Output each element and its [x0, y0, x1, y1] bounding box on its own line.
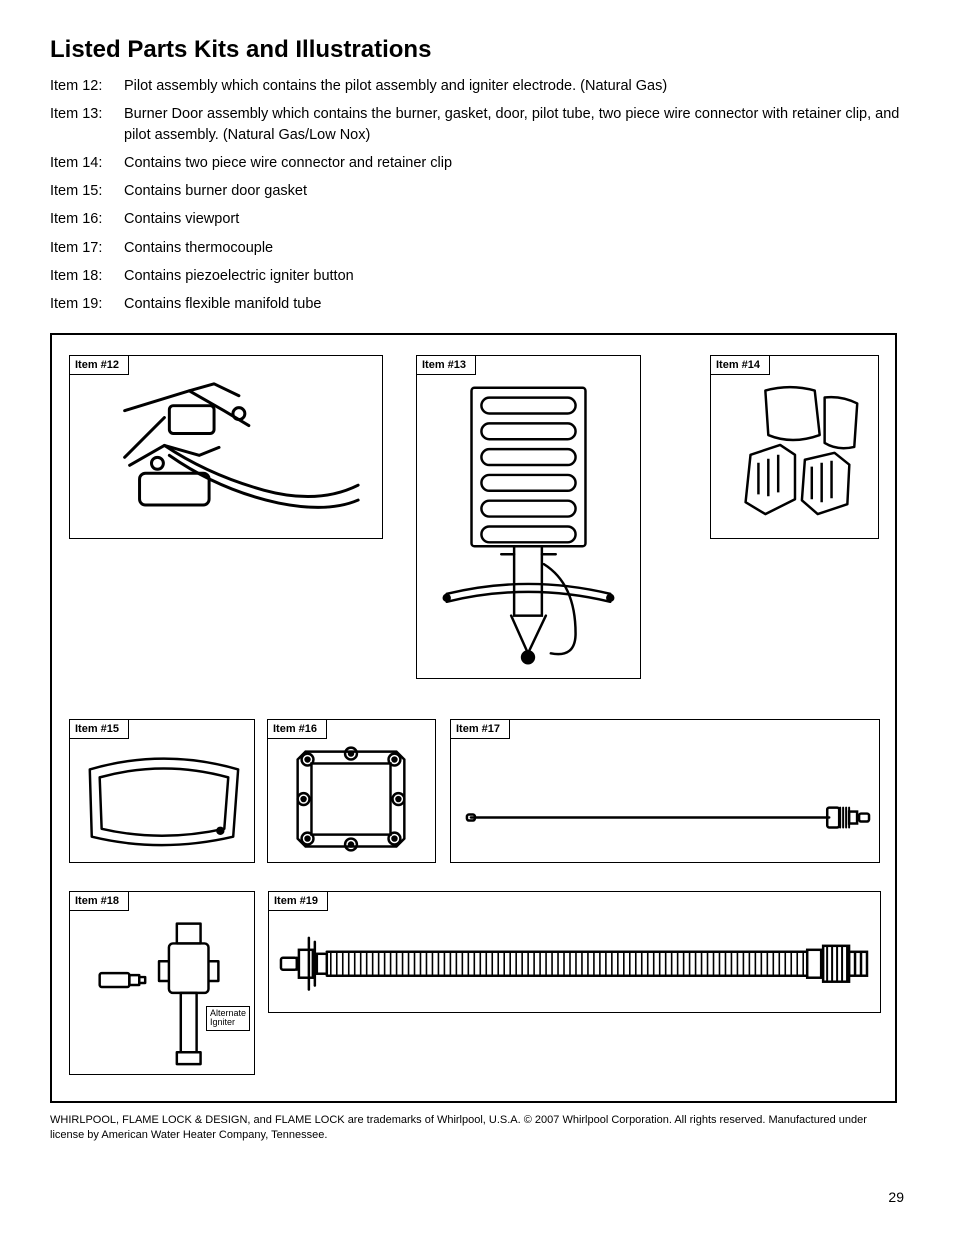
parts-item: Item 19: Contains flexible manifold tube — [50, 294, 904, 314]
parts-item: Item 18: Contains piezoelectric igniter … — [50, 266, 904, 286]
burner-door-gasket-icon — [70, 720, 254, 862]
page-number: 29 — [888, 1189, 904, 1205]
pilot-assembly-icon — [70, 356, 382, 539]
wire-connector-icon — [711, 356, 878, 538]
illustration-cell-14: Item #14 — [710, 355, 879, 539]
thermocouple-icon — [451, 720, 879, 863]
item-label: Item 14: — [50, 153, 124, 173]
page-title: Listed Parts Kits and Illustrations — [50, 36, 904, 64]
item-desc: Contains piezoelectric igniter button — [124, 266, 904, 286]
illustration-cell-15: Item #15 — [69, 719, 255, 863]
parts-item: Item 16: Contains viewport — [50, 209, 904, 229]
item-desc: Contains viewport — [124, 209, 904, 229]
illustration-cell-18: Item #18 AlternateIgniter — [69, 891, 255, 1075]
illustration-cell-12: Item #12 — [69, 355, 383, 539]
illustration-cell-13: Item #13 — [416, 355, 641, 679]
parts-item: Item 14: Contains two piece wire connect… — [50, 153, 904, 173]
trademark-footer: WHIRLPOOL, FLAME LOCK & DESIGN, and FLAM… — [50, 1113, 904, 1144]
item-label: Item 18: — [50, 266, 124, 286]
item-desc: Contains thermocouple — [124, 238, 904, 258]
parts-item: Item 15: Contains burner door gasket — [50, 181, 904, 201]
piezo-igniter-icon — [70, 892, 254, 1074]
item-label: Item 12: — [50, 76, 124, 96]
illustration-cell-17: Item #17 — [450, 719, 880, 863]
item-desc: Contains two piece wire connector and re… — [124, 153, 904, 173]
item-label: Item 16: — [50, 209, 124, 229]
item-desc: Contains burner door gasket — [124, 181, 904, 201]
flexible-manifold-icon — [269, 892, 880, 1014]
alternate-igniter-label: AlternateIgniter — [206, 1006, 250, 1031]
item-desc: Burner Door assembly which contains the … — [124, 104, 904, 145]
parts-item-list: Item 12: Pilot assembly which contains t… — [50, 76, 904, 315]
item-label: Item 19: — [50, 294, 124, 314]
illustration-cell-16: Item #16 — [267, 719, 436, 863]
parts-item: Item 17: Contains thermocouple — [50, 238, 904, 258]
parts-item: Item 13: Burner Door assembly which cont… — [50, 104, 904, 145]
viewport-icon — [268, 720, 435, 862]
item-label: Item 17: — [50, 238, 124, 258]
item-desc: Contains flexible manifold tube — [124, 294, 904, 314]
illustrations-frame: Item #12 Item #13 — [50, 333, 897, 1103]
item-desc: Pilot assembly which contains the pilot … — [124, 76, 904, 96]
burner-door-assembly-icon — [417, 356, 640, 677]
illustration-cell-19: Item #19 — [268, 891, 881, 1013]
parts-item: Item 12: Pilot assembly which contains t… — [50, 76, 904, 96]
item-label: Item 15: — [50, 181, 124, 201]
item-label: Item 13: — [50, 104, 124, 145]
